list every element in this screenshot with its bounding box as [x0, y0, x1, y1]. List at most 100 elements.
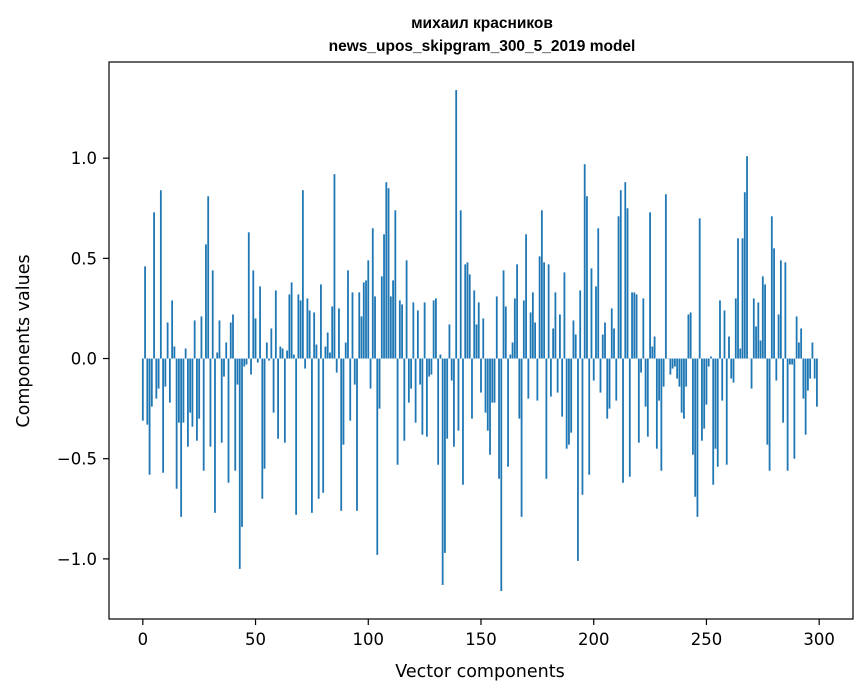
bar-32	[214, 358, 216, 513]
bar-222	[642, 298, 645, 359]
bar-71	[301, 190, 304, 359]
bar-65	[288, 294, 291, 359]
bar-183	[554, 292, 557, 359]
bar-297	[811, 342, 814, 359]
bar-174	[534, 322, 537, 359]
bar-48	[250, 358, 252, 375]
bar-196	[583, 164, 586, 359]
bar-226	[651, 346, 654, 359]
bar-91	[347, 270, 349, 359]
bar-77	[315, 344, 318, 359]
bar-211	[617, 216, 620, 359]
bar-251	[707, 358, 710, 367]
bar-266	[741, 238, 744, 359]
bar-19	[184, 348, 187, 359]
bar-142	[462, 358, 464, 485]
bar-115	[401, 304, 403, 359]
bar-9	[162, 358, 165, 473]
bar-34	[218, 320, 221, 359]
bar-193	[577, 358, 579, 561]
bar-125	[423, 302, 426, 359]
bar-97	[360, 316, 363, 359]
bar-13	[171, 300, 174, 359]
bar-51	[256, 358, 259, 363]
bar-30	[209, 358, 212, 447]
bar-54	[263, 358, 266, 469]
bar-131	[437, 358, 440, 465]
bar-167	[518, 358, 521, 419]
bar-135	[446, 358, 449, 439]
bar-208	[610, 308, 613, 359]
bar-94	[353, 358, 356, 385]
bar-224	[646, 358, 649, 437]
bar-212	[619, 190, 622, 359]
bar-0	[141, 358, 144, 421]
bar-38	[227, 358, 230, 483]
bar-285	[784, 262, 787, 359]
bar-256	[719, 300, 721, 359]
bar-4	[150, 358, 153, 407]
bar-298	[813, 358, 816, 379]
bar-145	[468, 274, 471, 359]
bar-194	[579, 290, 582, 359]
bar-106	[380, 276, 383, 359]
bar-88	[340, 358, 343, 511]
bar-120	[412, 302, 415, 359]
bar-119	[410, 358, 413, 389]
bar-47	[247, 232, 250, 359]
bar-104	[376, 358, 379, 555]
bar-225	[649, 212, 651, 359]
bar-204	[601, 334, 604, 359]
bar-162	[507, 358, 509, 467]
bar-264	[737, 238, 739, 359]
bar-205	[604, 322, 606, 359]
bar-188	[565, 358, 568, 449]
bar-17	[180, 358, 183, 517]
bar-20	[187, 358, 189, 447]
bar-252	[710, 356, 712, 359]
bar-144	[466, 262, 469, 359]
bar-200	[592, 358, 595, 381]
bar-95	[356, 358, 358, 511]
bar-124	[421, 358, 424, 435]
bar-45	[243, 358, 246, 367]
bar-109	[387, 188, 390, 359]
bar-290	[795, 316, 798, 359]
bar-141	[459, 210, 462, 359]
bar-153	[486, 358, 489, 431]
y-axis-ticks: −1.0 −0.5 0.0 0.5 1.0	[57, 149, 109, 569]
bar-221	[640, 358, 642, 373]
bar-105	[378, 358, 381, 409]
bar-139	[455, 90, 458, 359]
bar-253	[712, 358, 715, 485]
bar-181	[549, 358, 552, 397]
bar-292	[800, 328, 803, 359]
bar-276	[764, 284, 766, 359]
bar-68	[295, 358, 298, 515]
bar-197	[586, 196, 588, 359]
x-tick-label-100: 100	[353, 630, 385, 649]
bar-279	[770, 216, 773, 359]
bar-199	[590, 268, 593, 359]
bar-44	[241, 358, 243, 527]
bar-143	[464, 264, 467, 359]
bar-27	[202, 358, 205, 471]
bar-218	[633, 292, 636, 359]
bar-83	[329, 352, 331, 359]
bar-270	[750, 358, 753, 389]
bar-127	[428, 358, 431, 377]
bar-274	[759, 340, 762, 359]
bar-75	[311, 358, 313, 513]
bar-288	[791, 358, 794, 365]
bar-291	[797, 342, 800, 359]
bar-140	[457, 358, 460, 431]
bar-86	[335, 358, 338, 373]
bar-207	[608, 358, 611, 409]
bar-283	[779, 260, 782, 359]
bar-129	[432, 300, 435, 359]
bar-219	[635, 294, 638, 359]
bar-99	[365, 280, 367, 359]
bar-33	[216, 352, 219, 359]
bar-273	[757, 302, 760, 359]
bar-254	[714, 358, 717, 449]
